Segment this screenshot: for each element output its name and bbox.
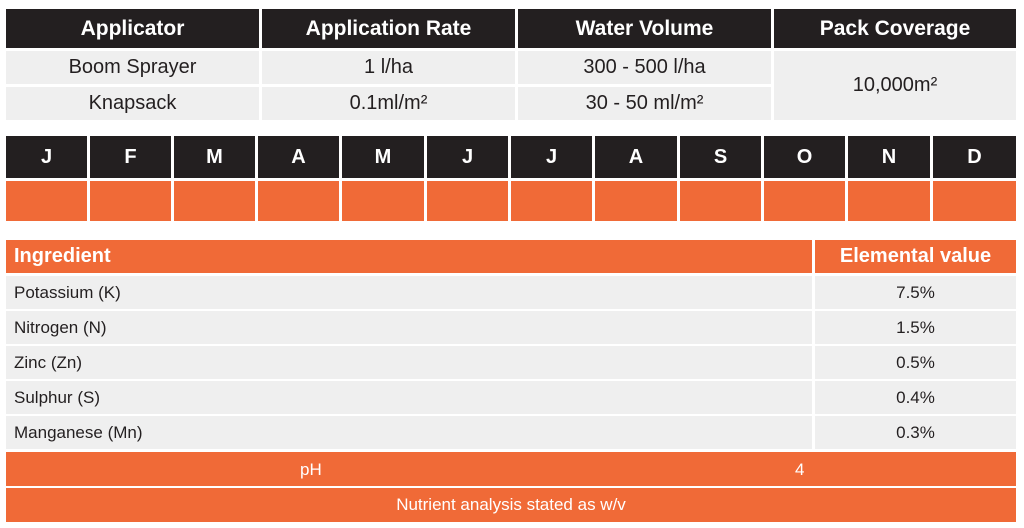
header-applicator: Applicator [6, 9, 259, 48]
month-active-may [342, 181, 424, 221]
month-label-aug: A [595, 136, 677, 178]
header-application-rate: Application Rate [262, 9, 515, 48]
row-boom-water: 300 - 500 l/ha [518, 51, 771, 84]
month-label-jun: J [427, 136, 508, 178]
month-label-may: M [342, 136, 424, 178]
ingredient-value: 7.5% [815, 276, 1016, 309]
row-knapsack-water: 30 - 50 ml/m² [518, 87, 771, 120]
ph-row: pH 4 [6, 452, 1016, 486]
month-active-jun [427, 181, 508, 221]
row-knapsack-rate: 0.1ml/m² [262, 87, 515, 120]
month-label-nov: N [848, 136, 930, 178]
ingredient-name: Nitrogen (N) [6, 311, 812, 344]
month-active-jul [511, 181, 592, 221]
header-elemental-value: Elemental value [815, 240, 1016, 273]
month-active-aug [595, 181, 677, 221]
month-active-mar [174, 181, 255, 221]
month-label-jul: J [511, 136, 592, 178]
row-knapsack-applicator: Knapsack [6, 87, 259, 120]
month-active-apr [258, 181, 339, 221]
ingredient-name: Zinc (Zn) [6, 346, 812, 379]
month-label-mar: M [174, 136, 255, 178]
row-boom-rate: 1 l/ha [262, 51, 515, 84]
month-label-oct: O [764, 136, 845, 178]
ingredient-value: 0.3% [815, 416, 1016, 449]
month-active-feb [90, 181, 171, 221]
ingredient-value: 1.5% [815, 311, 1016, 344]
pack-coverage-value: 10,000m² [774, 51, 1016, 120]
month-label-sep: S [680, 136, 761, 178]
month-label-feb: F [90, 136, 171, 178]
row-boom-applicator: Boom Sprayer [6, 51, 259, 84]
header-pack-coverage: Pack Coverage [774, 9, 1016, 48]
ingredient-name: Manganese (Mn) [6, 416, 812, 449]
month-active-sep [680, 181, 761, 221]
header-water-volume: Water Volume [518, 9, 771, 48]
ph-label: pH [300, 460, 322, 479]
ingredient-name: Sulphur (S) [6, 381, 812, 414]
ph-value: 4 [795, 460, 805, 479]
ingredient-value: 0.5% [815, 346, 1016, 379]
month-label-jan: J [6, 136, 87, 178]
header-ingredient: Ingredient [6, 240, 812, 273]
month-active-jan [6, 181, 87, 221]
month-label-dec: D [933, 136, 1016, 178]
month-active-nov [848, 181, 930, 221]
ingredient-value: 0.4% [815, 381, 1016, 414]
month-label-apr: A [258, 136, 339, 178]
month-active-oct [764, 181, 845, 221]
ingredient-name: Potassium (K) [6, 276, 812, 309]
analysis-footnote: Nutrient analysis stated as w/v [6, 488, 1016, 522]
month-active-dec [933, 181, 1016, 221]
